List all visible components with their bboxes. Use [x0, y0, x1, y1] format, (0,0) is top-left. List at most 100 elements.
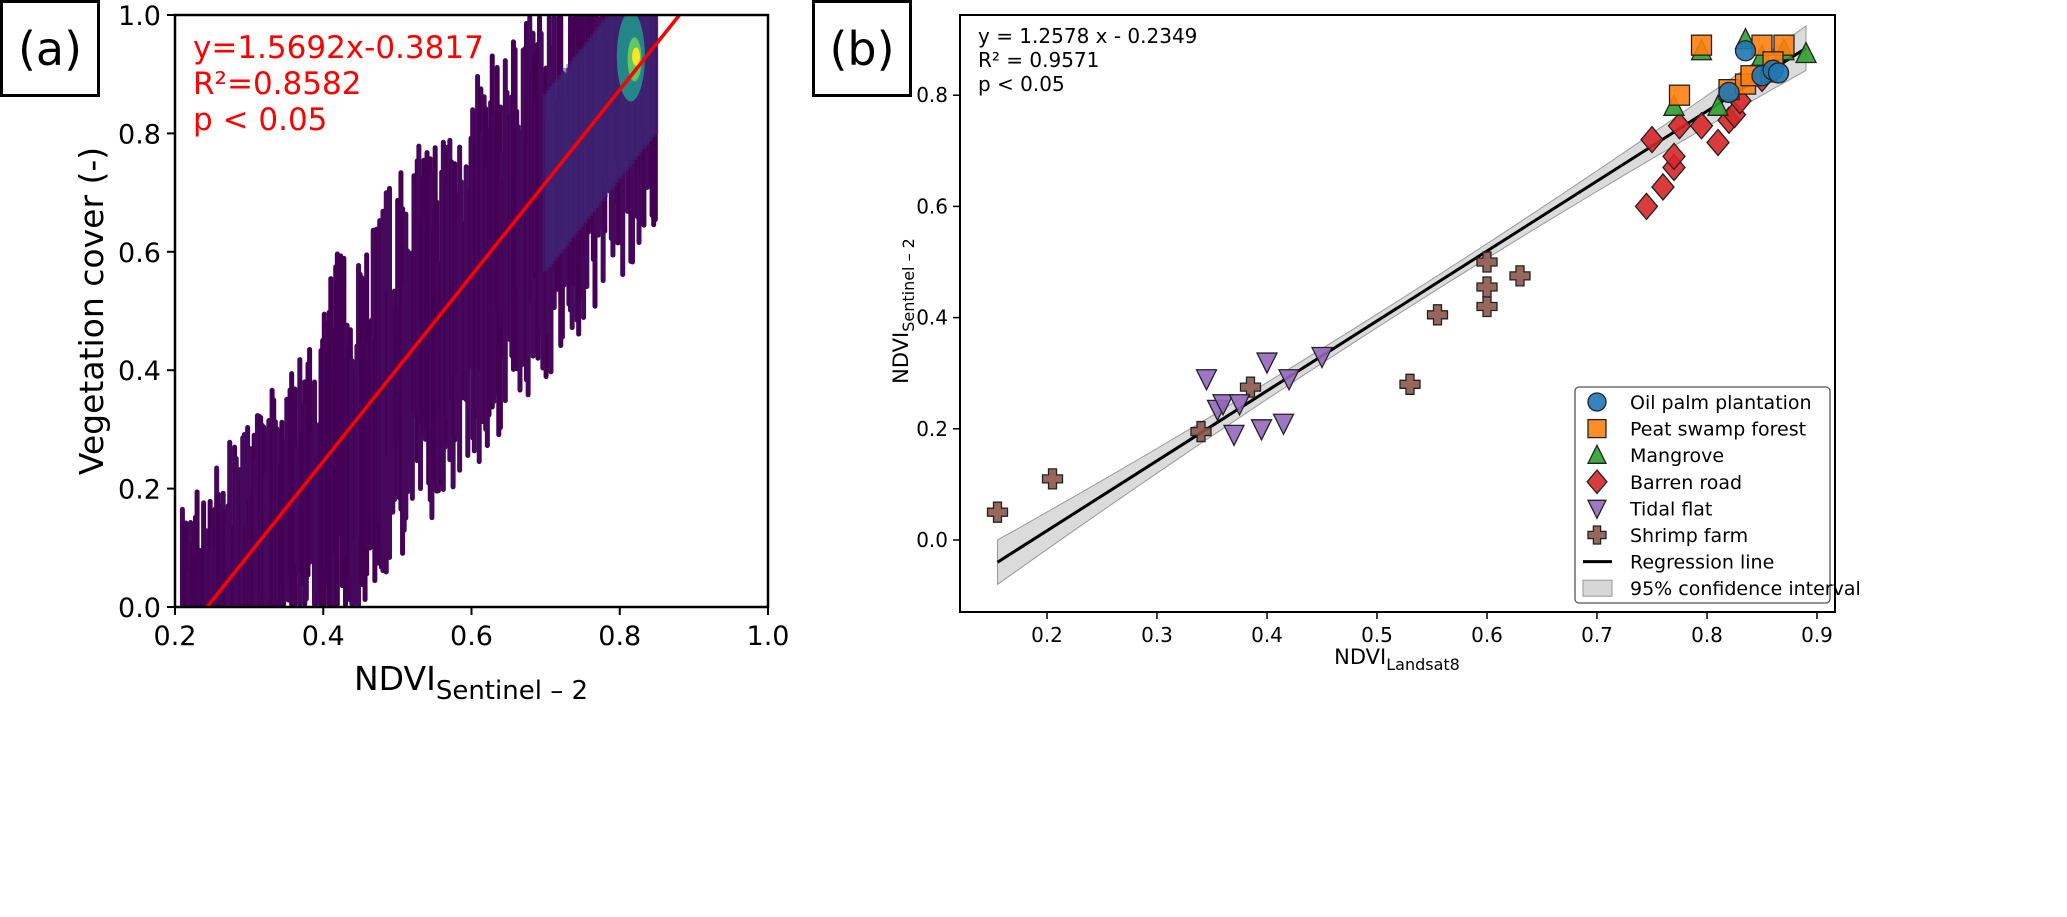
x-axis-label-main: NDVI [1334, 645, 1386, 669]
data-point [1718, 81, 1740, 104]
legend-patch-ci [1582, 579, 1613, 597]
x-tick-label: 0.4 [302, 621, 345, 652]
x-tick-label: 0.6 [1471, 623, 1503, 647]
legend-marker-diamond [1586, 469, 1608, 495]
y-tick-label: 0.4 [118, 356, 161, 387]
legend-marker-triangle-down [1586, 499, 1608, 520]
legend-marker-square [1587, 418, 1607, 439]
axes-frame-b [959, 14, 1836, 613]
legend-label: 95% confidence interval [1630, 578, 1861, 600]
panel-b-plot: 0.2 0.3 0.4 0.5 0.6 0.7 0.8 0.9 0.0 0.2 0.4 0.6 0.8 N… [889, 14, 1861, 674]
legend-label: Tidal flat [1629, 498, 1712, 520]
legend-label: Barren road [1630, 472, 1742, 494]
legend-label: Shrimp farm [1630, 525, 1748, 547]
regression-annotation: p < 0.05 [193, 102, 327, 138]
series-barren-road [1634, 64, 1774, 221]
data-point [1195, 369, 1218, 392]
x-tick-label: 0.8 [1691, 623, 1723, 647]
data-point [1651, 172, 1675, 201]
data-point [1310, 346, 1334, 369]
y-axis-label: Vegetation cover (-) [72, 147, 111, 475]
data-point [1476, 295, 1498, 318]
data-point [1668, 84, 1691, 106]
data-point [1767, 62, 1790, 84]
regression-annotation: R²=0.8582 [193, 66, 361, 102]
data-point [1211, 394, 1235, 417]
regression-annotation: y = 1.2578 x - 0.2349 [978, 24, 1197, 48]
x-tick-label: 0.2 [154, 621, 197, 652]
data-point [986, 501, 1009, 523]
legend: Oil palm plantation Peat swamp forest Mang… [1574, 386, 1861, 604]
panel-a-plot: 0.2 0.4 0.6 0.8 1.00.00.20.40.60.81.0NDVISen… [72, 1, 789, 706]
x-axis-label-sub: Sentinel – 2 [436, 676, 588, 706]
density-peak [632, 47, 641, 66]
data-point [1277, 369, 1301, 392]
data-point [1662, 142, 1686, 171]
regression-line [996, 46, 1807, 564]
data-point [1228, 394, 1251, 417]
x-tick-label: 0.8 [598, 621, 641, 652]
data-point [1706, 93, 1730, 116]
y-axis-label-sub: Sentinel – 2 [899, 238, 918, 332]
y-tick-label: 0.8 [118, 119, 161, 150]
x-tick-label: 0.4 [1251, 623, 1283, 647]
data-point [1222, 424, 1246, 447]
density-core [652, 15, 659, 135]
data-point [1706, 128, 1730, 157]
y-axis-label-main: NDVI [889, 332, 913, 384]
regression-annotation: R² = 0.9571 [978, 48, 1099, 72]
data-point [1255, 352, 1279, 375]
y-tick-label: 1.0 [118, 1, 161, 32]
y-tick-label: 0.2 [118, 475, 161, 506]
legend-marker-circle [1587, 392, 1607, 412]
data-point [1250, 419, 1273, 442]
series-oil-palm-plantation [1718, 40, 1790, 104]
y-tick-label: 0.2 [916, 417, 948, 441]
data-point [1476, 251, 1498, 273]
data-point [1794, 41, 1818, 64]
y-axis-label: NDVISentinel – 2 [889, 238, 918, 384]
data-point [1272, 413, 1295, 436]
data-point [1190, 420, 1212, 443]
y-tick-label: 0.6 [916, 194, 948, 218]
x-tick-label: 0.5 [1361, 623, 1393, 647]
panel-label-b: (b) [812, 0, 912, 97]
legend-label: Peat swamp forest [1630, 419, 1806, 441]
legend-label: Mangrove [1630, 445, 1724, 467]
data-point [1689, 111, 1714, 140]
y-tick-label: 0.8 [916, 83, 948, 107]
data-point [1640, 125, 1664, 154]
legend-label: Regression line [1630, 552, 1774, 574]
regression-annotation: p < 0.05 [978, 72, 1065, 96]
y-tick-label: 0.6 [118, 238, 161, 269]
y-tick-label: 0.0 [118, 593, 161, 624]
data-point [1426, 304, 1449, 326]
x-tick-label: 0.9 [1801, 623, 1833, 647]
x-tick-label: 0.7 [1581, 623, 1613, 647]
x-axis-label-main: NDVI [354, 659, 436, 698]
legend-marker-plus [1587, 525, 1607, 545]
data-point [1773, 34, 1795, 56]
regression-line [205, 15, 681, 607]
y-tick-label: 0.4 [916, 306, 948, 330]
x-axis-label: NDVILandsat8 [1334, 645, 1460, 674]
regression-annotation: y=1.5692x-0.3817 [193, 30, 484, 66]
data-point [1239, 376, 1262, 398]
x-axis-label: NDVISentinel – 2 [354, 659, 588, 706]
series-tidal-flat [1195, 346, 1334, 447]
x-tick-label: 1.0 [747, 621, 790, 652]
x-axis-label-sub: Landsat8 [1386, 655, 1460, 674]
data-point [1509, 265, 1531, 287]
legend-frame [1574, 386, 1831, 604]
data-point [1690, 34, 1713, 56]
data-point [1634, 192, 1659, 221]
y-tick-label: 0.0 [916, 528, 948, 552]
x-tick-label: 0.6 [450, 621, 493, 652]
series-shrimp-farm [986, 251, 1531, 523]
legend-label: Oil palm plantation [1630, 392, 1812, 414]
data-point [1041, 468, 1064, 490]
data-point [1476, 276, 1498, 298]
legend-marker-triangle-up [1586, 443, 1608, 464]
x-tick-label: 0.3 [1141, 623, 1173, 647]
